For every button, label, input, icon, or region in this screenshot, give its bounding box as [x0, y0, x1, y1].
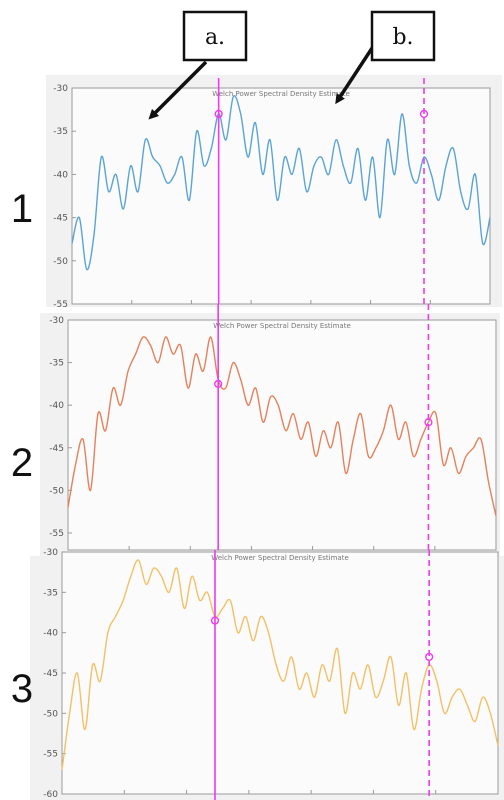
y-tick-label: -30 — [43, 548, 58, 558]
y-tick-label: -40 — [53, 170, 68, 180]
marker-circle — [214, 379, 223, 388]
callout-label: a. — [205, 25, 225, 50]
plot-area — [71, 87, 491, 305]
y-tick-label: -50 — [53, 257, 68, 267]
chart-panels: Welch Power Spectral Density Estimate -30… — [11, 75, 504, 800]
callouts: a. b. — [148, 10, 436, 120]
psd-panel-3: Welch Power Spectral Density Estimate -30… — [11, 548, 504, 800]
marker-circle — [424, 418, 433, 427]
y-tick-label: -35 — [49, 359, 64, 369]
psd-series-line — [67, 336, 497, 517]
psd-panel-2: Welch Power Spectral Density Estimate -30… — [11, 313, 500, 563]
marker-guide-lines — [210, 78, 434, 800]
y-tick-label: -30 — [53, 84, 68, 94]
y-tick-label: -60 — [43, 790, 58, 800]
y-tick-label: -35 — [53, 127, 68, 137]
callout-box — [182, 10, 248, 62]
panel-number-label: 3 — [11, 667, 33, 711]
panel-number-label: 2 — [11, 441, 33, 485]
psd-panel-1: Welch Power Spectral Density Estimate -30… — [11, 75, 502, 310]
y-tick-label: -45 — [43, 669, 58, 679]
marker-circle — [425, 652, 434, 661]
plot-title: Welch Power Spectral Density Estimate — [213, 322, 351, 330]
panel-number-label: 1 — [11, 187, 33, 231]
y-tick-label: -35 — [43, 588, 58, 598]
y-tick-label: -50 — [49, 486, 64, 496]
callout-arrow — [148, 60, 208, 120]
y-tick-label: -40 — [43, 629, 58, 639]
callout-label: b. — [392, 25, 413, 50]
y-tick-label: -55 — [53, 300, 68, 310]
callout-b: b. — [335, 10, 436, 105]
y-tick-label: -50 — [43, 709, 58, 719]
plot-title: Welch Power Spectral Density Estimate — [212, 90, 350, 98]
marker-circle — [210, 616, 220, 625]
y-tick-label: -55 — [43, 750, 58, 760]
y-tick-label: -40 — [49, 401, 64, 411]
marker-circle — [419, 109, 429, 119]
plot-area — [67, 319, 497, 551]
y-tick-label: -45 — [53, 214, 68, 224]
psd-series-line — [71, 94, 491, 271]
callout-a: a. — [148, 10, 248, 120]
y-tick-label: -45 — [49, 444, 64, 454]
y-tick-label: -55 — [49, 529, 64, 539]
y-tick-label: -30 — [49, 316, 64, 326]
marker-circle — [214, 109, 223, 119]
callout-box — [370, 10, 436, 62]
plot-title: Welch Power Spectral Density Estimate — [211, 554, 349, 562]
psd-series-line — [61, 559, 499, 770]
